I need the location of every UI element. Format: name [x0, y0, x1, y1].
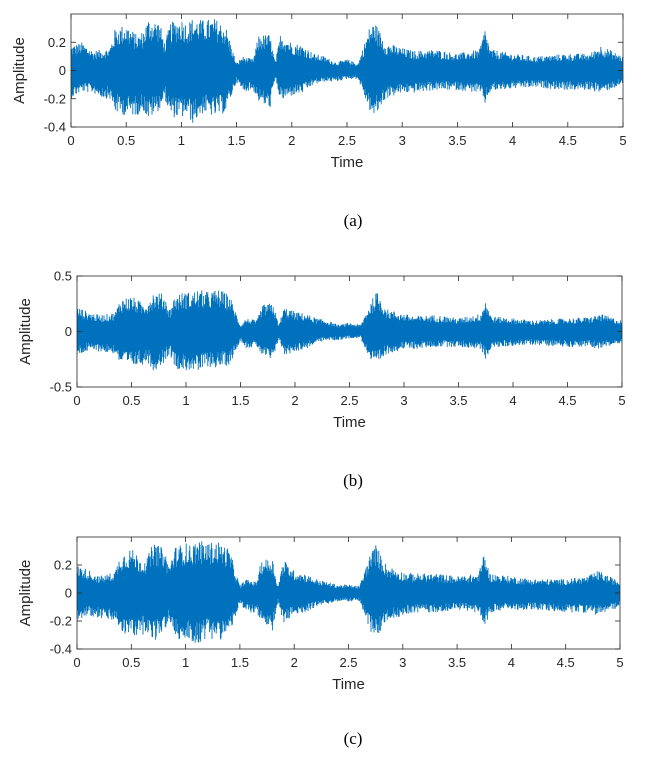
signal-series-2: [77, 541, 620, 643]
x-tick-label: 5: [618, 393, 625, 408]
x-tick-label: 2.5: [339, 655, 357, 670]
chart-panel-2: 0 0.5 1 1.5 2 2.5 3 3.5 4 4.5 5 -0.4 -0.2 0 0.2 Time Amp…: [17, 536, 624, 748]
y-tick-label: -0.2: [44, 91, 66, 106]
panel-caption: (a): [344, 211, 363, 230]
x-tick-label: 1: [178, 133, 185, 148]
x-tick-label: 0.5: [117, 133, 135, 148]
y-axis-label: Amplitude: [17, 298, 34, 365]
x-tick-label: 4: [509, 393, 516, 408]
x-tick-label: 4: [508, 655, 515, 670]
x-tick-label: 3: [399, 655, 406, 670]
signal-series-1: [77, 290, 622, 371]
x-tick-label: 3: [400, 393, 407, 408]
x-tick-label: 1: [182, 393, 189, 408]
x-axis-label: Time: [332, 676, 365, 693]
x-tick-label: 5: [619, 133, 626, 148]
x-tick-label: 2.5: [340, 393, 358, 408]
x-tick-label: 0: [67, 133, 74, 148]
x-tick-label: 3.5: [449, 393, 467, 408]
y-axis-label: Amplitude: [11, 37, 28, 104]
y-tick-label: -0.5: [50, 380, 72, 395]
y-tick-label: -0.4: [50, 642, 72, 657]
x-tick-label: 0.5: [122, 393, 140, 408]
x-tick-label: 3: [399, 133, 406, 148]
x-tick-label: 0: [73, 393, 80, 408]
x-tick-label: 4.5: [557, 655, 575, 670]
x-tick-label: 1.5: [228, 133, 246, 148]
y-tick-label: 0: [65, 324, 72, 339]
x-tick-label: 3.5: [448, 133, 466, 148]
x-tick-label: 0.5: [122, 655, 140, 670]
y-tick-label: 0: [59, 63, 66, 78]
x-tick-label: 2: [291, 393, 298, 408]
x-tick-label: 2: [291, 655, 298, 670]
x-tick-label: 4.5: [558, 393, 576, 408]
x-tick-label: 2.5: [338, 133, 356, 148]
y-axis-label: Amplitude: [17, 560, 34, 627]
y-tick-label: -0.2: [50, 614, 72, 629]
y-tick-label: -0.4: [44, 120, 66, 135]
x-tick-label: 1: [182, 655, 189, 670]
x-tick-label: 2: [288, 133, 295, 148]
y-tick-label: 0.2: [48, 35, 66, 50]
x-tick-label: 5: [616, 655, 623, 670]
panel-caption: (c): [344, 729, 363, 748]
x-tick-label: 4.5: [559, 133, 577, 148]
x-tick-label: 3.5: [448, 655, 466, 670]
panel-caption: (b): [343, 471, 363, 490]
y-tick-label: 0: [65, 586, 72, 601]
y-tick-label: 0.2: [54, 558, 72, 573]
x-axis-label: Time: [331, 154, 364, 171]
chart-panel-0: 0 0.5 1 1.5 2 2.5 3 3.5 4 4.5 5 -0.4 -0.2 0 0.2 Time Amp…: [11, 13, 627, 230]
x-axis-label: Time: [333, 414, 366, 431]
x-tick-label: 0: [73, 655, 80, 670]
x-tick-label: 1.5: [231, 393, 249, 408]
x-tick-label: 4: [509, 133, 516, 148]
chart-panel-1: 0 0.5 1 1.5 2 2.5 3 3.5 4 4.5 5-0.500.5TimeAmplitu…: [17, 269, 626, 491]
x-tick-label: 1.5: [231, 655, 249, 670]
y-tick-label: 0.5: [54, 269, 72, 284]
signal-series-0: [71, 19, 623, 123]
